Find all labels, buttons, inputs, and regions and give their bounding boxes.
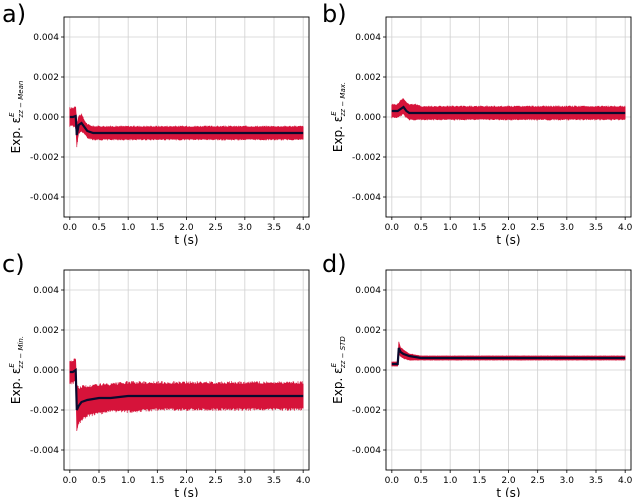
x-tick-label: 3.0 [560, 223, 575, 233]
y-axis-label: Exp. εEzz − Min. [8, 336, 25, 404]
y-tick-label: -0.004 [352, 446, 381, 456]
plot-frame [63, 269, 310, 471]
x-tick-label: 2.5 [531, 476, 545, 486]
y-tick-label: 0.004 [33, 286, 59, 296]
plot-frame [385, 269, 632, 471]
y-label-prefix: Exp. [331, 374, 345, 404]
panel-3: c) 0.0 0.5 1.0 1.5 2.0 2.5 3.0 3.5 4.0 0.004 0.002 0… [2, 250, 311, 497]
x-tick-label: 0.5 [414, 476, 428, 486]
x-tick-label: 1.0 [121, 476, 136, 486]
x-tick-label: 3.5 [589, 476, 603, 486]
x-tick-label: 0.0 [63, 223, 78, 233]
x-axis-label: t (s) [496, 486, 520, 497]
x-tick-label: 4.0 [618, 476, 633, 486]
panel-letter: c) [2, 250, 25, 278]
y-tick-label: 0.004 [355, 286, 381, 296]
x-tick-label: 1.5 [150, 223, 164, 233]
y-tick-label: 0.000 [33, 113, 59, 123]
y-label-symbol: ε [9, 117, 23, 124]
x-tick-label: 0.5 [92, 223, 106, 233]
y-label-sup: E [330, 111, 338, 116]
y-tick-label: -0.002 [352, 153, 381, 163]
x-tick-label: 1.5 [472, 223, 486, 233]
x-tick-label: 3.5 [589, 223, 603, 233]
y-tick-label: -0.004 [30, 193, 59, 203]
mean-line [69, 114, 304, 136]
x-tick-label: 2.0 [179, 223, 194, 233]
x-tick-label: 0.0 [63, 476, 78, 486]
panel-letter: d) [322, 250, 347, 278]
x-tick-label: 2.5 [209, 476, 223, 486]
x-tick-label: 2.0 [179, 476, 194, 486]
y-label-symbol: ε [9, 368, 23, 375]
x-tick-label: 1.0 [121, 223, 136, 233]
x-tick-label: 0.5 [414, 223, 428, 233]
x-axis-label: t (s) [174, 233, 198, 247]
x-tick-label: 1.5 [472, 476, 486, 486]
y-axis-label: Exp. εEzz − Mean [8, 81, 25, 154]
y-tick-label: -0.002 [30, 153, 59, 163]
y-label-prefix: Exp. [9, 374, 23, 404]
y-axis-label: Exp. εEzz − STD [330, 336, 347, 404]
x-tick-label: 1.0 [443, 476, 458, 486]
mean-line [69, 367, 304, 411]
y-tick-label: 0.002 [355, 73, 381, 83]
y-axis-label: Exp. εEzz − Max. [330, 82, 347, 152]
y-tick-label: 0.000 [355, 366, 381, 376]
x-tick-label: 0.0 [385, 223, 400, 233]
y-tick-label: 0.000 [33, 366, 59, 376]
panel-letter: b) [322, 0, 347, 28]
x-tick-label: 3.5 [267, 223, 281, 233]
x-tick-label: 1.0 [443, 223, 458, 233]
x-tick-label: 2.0 [501, 476, 516, 486]
y-tick-label: 0.004 [33, 33, 59, 43]
plot-frame [385, 16, 632, 218]
x-tick-label: 1.5 [150, 476, 164, 486]
x-tick-label: 3.5 [267, 476, 281, 486]
x-tick-label: 3.0 [238, 476, 253, 486]
panel-1: a) 0.0 0.5 1.0 1.5 2.0 2.5 3.0 3.5 4.0 0.004 0.002 0… [2, 0, 311, 247]
y-tick-label: -0.002 [352, 406, 381, 416]
panel-letter: a) [2, 0, 26, 28]
y-tick-label: 0.004 [355, 33, 381, 43]
y-label-sub: zz − Mean [17, 81, 25, 119]
y-tick-label: -0.004 [352, 193, 381, 203]
x-tick-label: 3.0 [560, 476, 575, 486]
y-label-symbol: ε [331, 367, 345, 374]
x-tick-label: 0.0 [385, 476, 400, 486]
y-tick-label: 0.002 [33, 73, 59, 83]
x-tick-label: 2.5 [209, 223, 223, 233]
y-label-prefix: Exp. [9, 123, 23, 153]
y-label-sup: E [8, 112, 16, 117]
y-label-sup: E [330, 362, 338, 367]
y-label-symbol: ε [331, 116, 345, 123]
x-axis-label: t (s) [174, 486, 198, 497]
mean-line [391, 347, 626, 366]
x-tick-label: 2.0 [501, 223, 516, 233]
x-axis-label: t (s) [496, 233, 520, 247]
x-tick-label: 3.0 [238, 223, 253, 233]
y-tick-label: 0.000 [355, 113, 381, 123]
x-tick-label: 2.5 [531, 223, 545, 233]
y-label-sub: zz − STD [339, 336, 347, 369]
panel-4: d) 0.0 0.5 1.0 1.5 2.0 2.5 3.0 3.5 4.0 0.004 0.002 0… [322, 250, 633, 497]
mean-line [391, 105, 626, 115]
y-tick-label: -0.004 [30, 446, 59, 456]
y-label-sub: zz − Max. [339, 82, 347, 117]
y-tick-label: 0.002 [355, 326, 381, 336]
y-tick-label: 0.002 [33, 326, 59, 336]
x-tick-label: 4.0 [296, 476, 311, 486]
y-label-sub: zz − Min. [17, 336, 25, 369]
panel-2: b) 0.0 0.5 1.0 1.5 2.0 2.5 3.0 3.5 4.0 0.004 0.002 0… [322, 0, 633, 247]
y-label-sup: E [8, 363, 16, 368]
x-tick-label: 0.5 [92, 476, 106, 486]
x-tick-label: 4.0 [296, 223, 311, 233]
x-tick-label: 4.0 [618, 223, 633, 233]
y-label-prefix: Exp. [331, 122, 345, 152]
y-tick-label: -0.002 [30, 406, 59, 416]
plot-frame [63, 16, 310, 218]
